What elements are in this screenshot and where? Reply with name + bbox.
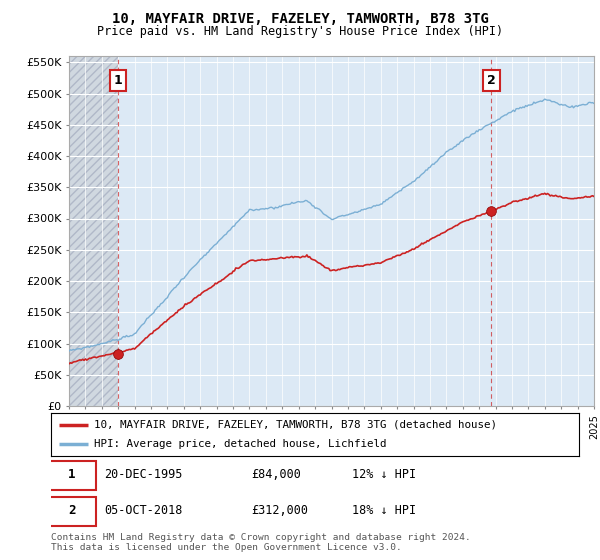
Text: 2: 2	[68, 505, 76, 517]
FancyBboxPatch shape	[49, 460, 96, 490]
Text: 10, MAYFAIR DRIVE, FAZELEY, TAMWORTH, B78 3TG: 10, MAYFAIR DRIVE, FAZELEY, TAMWORTH, B7…	[112, 12, 488, 26]
Text: 1: 1	[113, 74, 122, 87]
Text: HPI: Average price, detached house, Lichfield: HPI: Average price, detached house, Lich…	[94, 438, 387, 449]
FancyBboxPatch shape	[49, 497, 96, 526]
Text: This data is licensed under the Open Government Licence v3.0.: This data is licensed under the Open Gov…	[51, 543, 402, 552]
Text: 1: 1	[68, 468, 76, 481]
Text: £312,000: £312,000	[251, 505, 308, 517]
Text: £84,000: £84,000	[251, 468, 302, 481]
Text: 12% ↓ HPI: 12% ↓ HPI	[352, 468, 416, 481]
Text: 05-OCT-2018: 05-OCT-2018	[104, 505, 182, 517]
Text: 2: 2	[487, 74, 496, 87]
Text: Contains HM Land Registry data © Crown copyright and database right 2024.: Contains HM Land Registry data © Crown c…	[51, 533, 471, 542]
Text: 20-DEC-1995: 20-DEC-1995	[104, 468, 182, 481]
Text: Price paid vs. HM Land Registry's House Price Index (HPI): Price paid vs. HM Land Registry's House …	[97, 25, 503, 38]
Text: 18% ↓ HPI: 18% ↓ HPI	[352, 505, 416, 517]
Text: 10, MAYFAIR DRIVE, FAZELEY, TAMWORTH, B78 3TG (detached house): 10, MAYFAIR DRIVE, FAZELEY, TAMWORTH, B7…	[94, 419, 497, 430]
